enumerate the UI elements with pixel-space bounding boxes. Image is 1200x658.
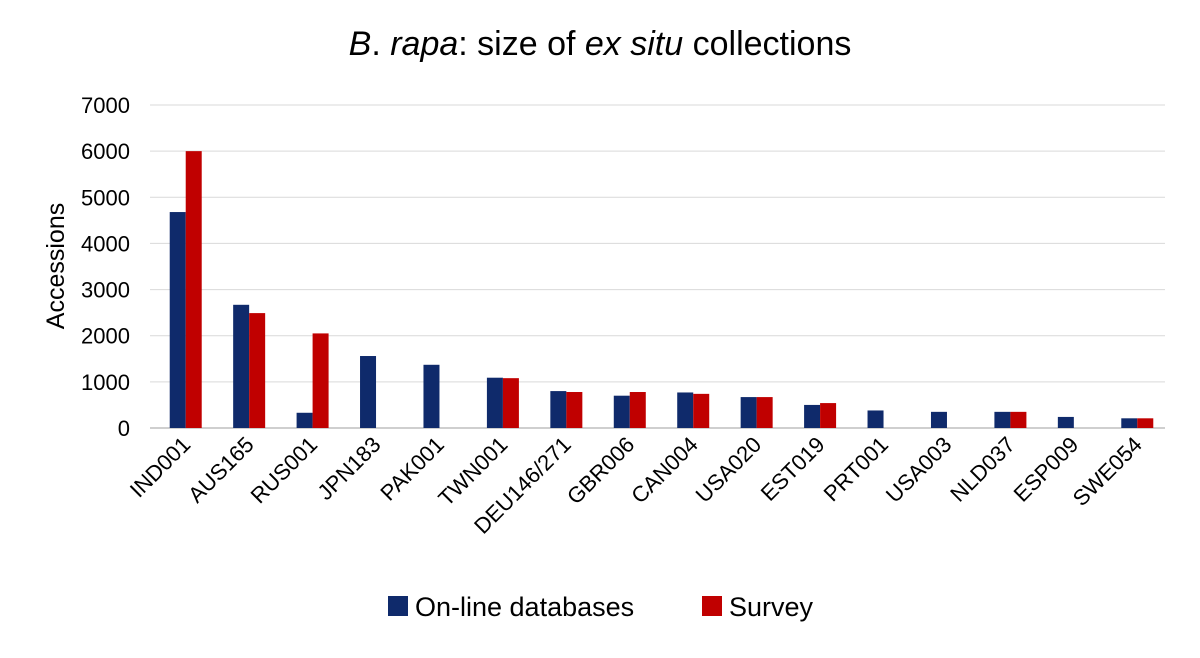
chart-title: B. rapa: size of ex situ collections bbox=[0, 22, 1200, 66]
chart-title-part: : size of bbox=[458, 25, 585, 63]
y-axis-label: Accessions bbox=[42, 203, 70, 329]
legend-swatch bbox=[702, 596, 722, 616]
bar-survey bbox=[502, 378, 519, 428]
legend: On-line databases Survey bbox=[388, 592, 814, 622]
chart-title-part: collections bbox=[683, 25, 852, 63]
x-tick-label: GBR006 bbox=[562, 432, 639, 509]
bar-online-databases bbox=[994, 411, 1011, 428]
x-tick-label: USA003 bbox=[881, 432, 957, 508]
y-axis-ticks: 0 1000 2000 3000 4000 5000 6000 7000 bbox=[81, 93, 130, 441]
bar-online-databases bbox=[740, 397, 757, 428]
bar-survey bbox=[1137, 418, 1154, 428]
bar-online-databases bbox=[360, 356, 377, 428]
bars bbox=[169, 151, 1154, 428]
legend-swatch bbox=[388, 596, 408, 616]
bar-survey bbox=[185, 151, 202, 428]
x-axis-ticks: IND001AUS165RUS001JPN183PAK001TWN001DEU1… bbox=[125, 432, 1147, 539]
bar-online-databases bbox=[296, 412, 313, 428]
x-tick-label: CAN004 bbox=[626, 432, 702, 508]
bar-survey bbox=[312, 333, 329, 428]
legend-label: On-line databases bbox=[415, 592, 634, 622]
bar-online-databases bbox=[613, 395, 630, 428]
y-tick-label: 6000 bbox=[81, 139, 130, 164]
bar-online-databases bbox=[804, 404, 821, 428]
bar-online-databases bbox=[930, 411, 947, 428]
x-tick-label: NLD037 bbox=[945, 432, 1020, 507]
y-tick-label: 1000 bbox=[81, 370, 130, 395]
bar-online-databases bbox=[677, 392, 694, 428]
bar-survey bbox=[693, 393, 710, 428]
bar-online-databases bbox=[1121, 418, 1138, 428]
y-tick-label: 7000 bbox=[81, 93, 130, 118]
chart-title-part: . bbox=[371, 25, 391, 63]
bar-survey bbox=[1010, 411, 1027, 428]
y-tick-label: 2000 bbox=[81, 324, 130, 349]
x-tick-label: RUS001 bbox=[246, 432, 322, 508]
bar-online-databases bbox=[233, 304, 250, 428]
y-tick-label: 4000 bbox=[81, 231, 130, 256]
chart-title-part: B bbox=[348, 25, 372, 63]
gridlines bbox=[150, 104, 1165, 429]
x-tick-label: EST019 bbox=[756, 432, 830, 506]
chart-title-part: rapa bbox=[390, 25, 459, 63]
bar-online-databases bbox=[867, 410, 884, 428]
bar-survey bbox=[629, 392, 646, 428]
x-tick-label: SWE054 bbox=[1068, 432, 1147, 511]
bar-survey bbox=[820, 403, 837, 428]
x-tick-label: USA020 bbox=[691, 432, 767, 508]
legend-label: Survey bbox=[729, 592, 814, 622]
chart-title-part: ex situ bbox=[584, 25, 684, 63]
x-tick-label: AUS165 bbox=[183, 432, 259, 508]
bar-survey bbox=[756, 397, 773, 428]
y-tick-label: 5000 bbox=[81, 185, 130, 210]
x-tick-label: JPN183 bbox=[313, 432, 386, 505]
y-tick-label: 3000 bbox=[81, 278, 130, 303]
bar-survey bbox=[566, 392, 583, 428]
x-tick-label: PRT001 bbox=[819, 432, 893, 506]
bar-online-databases bbox=[423, 364, 440, 428]
bar-online-databases bbox=[169, 212, 186, 428]
bar-online-databases bbox=[550, 391, 567, 428]
bar-online-databases bbox=[486, 377, 503, 428]
bar-survey bbox=[249, 313, 266, 428]
bar-online-databases bbox=[1057, 416, 1074, 428]
y-tick-label: 0 bbox=[118, 416, 130, 441]
